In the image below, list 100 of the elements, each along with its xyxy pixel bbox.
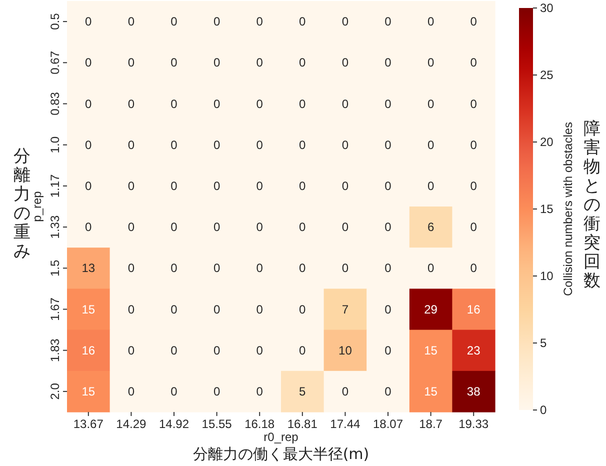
data-label: 10 — [338, 343, 352, 358]
data-label: 5 — [299, 384, 306, 398]
data-label: 0 — [299, 178, 306, 193]
data-label: 0 — [85, 96, 92, 111]
data-label: 0 — [213, 343, 220, 358]
y-axis-title: p_rep — [30, 190, 44, 222]
color-bar-label: 0 — [540, 403, 547, 417]
data-label: 0 — [256, 384, 264, 398]
data-label: 0 — [470, 96, 478, 111]
data-label: 0 — [213, 14, 220, 29]
data-label: 16 — [466, 302, 481, 316]
color-bar-title: Collision numbers with obstacles — [561, 122, 575, 296]
data-label: 15 — [82, 302, 96, 316]
x-tick-label: 16.18 — [244, 417, 275, 431]
data-label: 0 — [128, 96, 135, 111]
text: 障害物との衝突回数 — [584, 119, 600, 291]
y-tick-label: 2.0 — [48, 382, 62, 400]
data-label: 38 — [466, 384, 481, 398]
data-label: 0 — [170, 56, 178, 70]
y-tick-label: 1.5 — [48, 259, 62, 276]
data-label: 0 — [128, 56, 135, 70]
data-label: 0 — [342, 138, 349, 152]
data-label: 0 — [427, 138, 434, 152]
data-label: 0 — [427, 96, 434, 111]
data-label: 6 — [427, 220, 434, 234]
data-label: 0 — [427, 261, 434, 276]
y-tick-label: 0.67 — [48, 50, 62, 74]
data-label: 0 — [427, 14, 434, 29]
data-label: 0 — [85, 56, 92, 70]
data-label: 23 — [466, 343, 481, 358]
x-tick-label: 16.81 — [287, 417, 318, 431]
y-tick-label: 1.0 — [48, 136, 62, 154]
data-label: 0 — [85, 138, 92, 152]
y-tick-label: 0.83 — [48, 92, 62, 116]
data-label: 0 — [213, 96, 220, 111]
color-bar-label: 25 — [540, 68, 554, 82]
data-label: 0 — [85, 178, 92, 193]
x-axis-title: r0_rep — [264, 430, 299, 444]
data-label: 0 — [342, 14, 349, 29]
data-label: 13 — [82, 261, 96, 276]
x-tick-label: 18.07 — [372, 417, 404, 431]
x-tick-label: 14.92 — [158, 417, 190, 431]
data-label: 0 — [256, 56, 264, 70]
data-label: 0 — [384, 138, 392, 152]
y-tick-label: 1.17 — [48, 174, 62, 198]
data-label: 0 — [427, 56, 434, 70]
data-label: 0 — [470, 178, 478, 193]
data-label: 0 — [128, 178, 135, 193]
color-bar-label: 20 — [540, 135, 554, 149]
data-label: 0 — [299, 343, 306, 358]
data-label: 0 — [384, 220, 392, 234]
data-label: 0 — [384, 261, 392, 276]
data-label: 0 — [213, 138, 220, 152]
x-tick-label: 13.67 — [73, 417, 104, 431]
data-label: 0 — [170, 343, 178, 358]
data-label: 0 — [85, 220, 92, 234]
data-label: 0 — [470, 56, 478, 70]
data-label: 0 — [342, 56, 349, 70]
data-label: 0 — [384, 384, 392, 398]
data-label: 0 — [128, 343, 135, 358]
data-label: 0 — [342, 178, 349, 193]
data-label: 0 — [213, 56, 220, 70]
data-label: 29 — [424, 302, 438, 316]
x-tick-label: 17.44 — [330, 417, 361, 431]
data-label: 0 — [213, 384, 220, 398]
x-tick-label: 15.55 — [202, 417, 232, 431]
color-bar-label: 30 — [540, 1, 554, 15]
data-label: 0 — [256, 178, 264, 193]
data-label: 0 — [384, 302, 392, 316]
data-label: 0 — [170, 261, 178, 276]
color-bar-label: 15 — [540, 202, 554, 216]
y-tick-label: 1.33 — [48, 215, 62, 239]
x-tick-label: 18.7 — [419, 417, 443, 431]
data-label: 0 — [299, 261, 306, 276]
data-label: 0 — [384, 343, 392, 358]
data-label: 0 — [299, 96, 306, 111]
data-label: 0 — [128, 384, 135, 398]
data-label: 0 — [470, 220, 478, 234]
data-label: 0 — [170, 96, 178, 111]
data-label: 0 — [170, 14, 178, 29]
data-label: 7 — [342, 302, 349, 316]
y-tick-label: 1.67 — [48, 297, 62, 321]
data-label: 0 — [342, 96, 349, 111]
data-label: 0 — [128, 14, 135, 29]
x-tick-label: 19.33 — [458, 417, 489, 431]
color-bar-label: 5 — [540, 336, 547, 350]
data-label: 0 — [256, 302, 264, 316]
data-label: 0 — [213, 302, 220, 316]
data-label: 0 — [256, 138, 264, 152]
data-label: 16 — [82, 343, 96, 358]
data-label: 0 — [299, 302, 306, 316]
data-label: 0 — [384, 96, 392, 111]
color-bar-label: 10 — [540, 269, 554, 283]
data-label: 0 — [342, 220, 349, 234]
data-label: 0 — [384, 56, 392, 70]
data-label: 0 — [213, 178, 220, 193]
data-label: 0 — [256, 261, 264, 276]
data-label: 0 — [85, 14, 92, 29]
data-label: 15 — [424, 343, 438, 358]
data-label: 0 — [170, 138, 178, 152]
